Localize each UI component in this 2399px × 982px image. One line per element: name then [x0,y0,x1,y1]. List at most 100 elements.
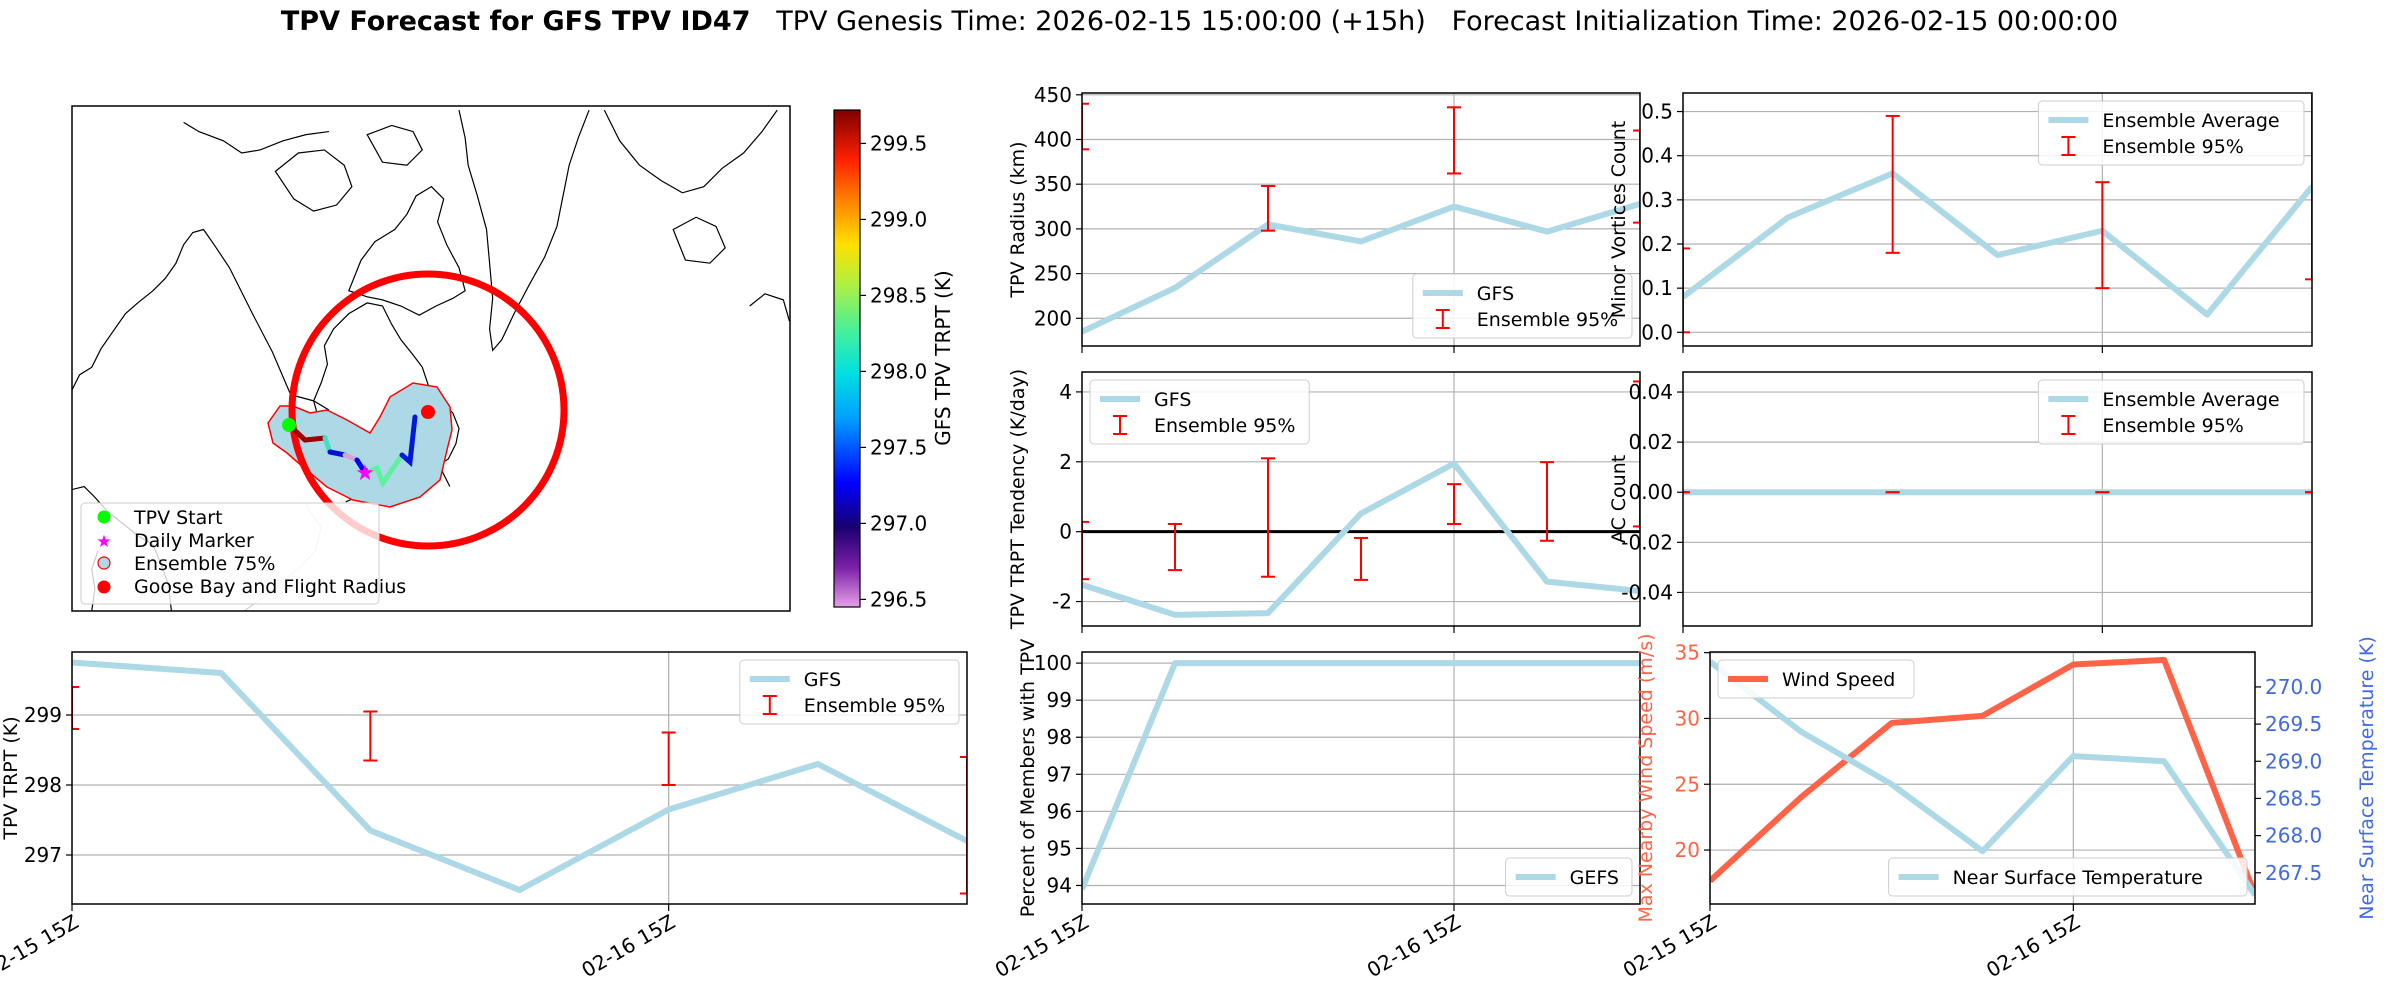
legend-label: GFS [1154,389,1191,411]
map-frame [71,105,791,612]
y-tick-label: 20 [1675,838,1700,862]
colorbar-tick-label: 296.5 [870,587,927,611]
y-axis-label: AC Count [1608,455,1630,543]
y2-axis-label: Near Surface Temperature (K) [2356,636,2378,920]
y-tick-label: 450 [1034,83,1072,107]
legend-label: Ensemble 75% [134,553,275,575]
series-line-gefs [1082,660,1640,891]
coastlines [72,110,790,610]
y-tick-label: 99 [1047,688,1072,712]
track-segment [399,414,418,468]
y-tick-label: 30 [1675,706,1700,730]
chart-tendency: -2 0 2 4 TPV TRPT Tendency (K/day) GFS Ensembl… [1007,369,1641,633]
chart-radius: 200 250 300 350 400 450 TPV Radius (km) GFS Ense… [1007,83,1641,353]
daily-marker-star: ★ [355,461,375,486]
legend-label: GEFS [1570,867,1619,889]
y-tick-label: 95 [1047,836,1072,860]
axes-frame [71,651,968,905]
plot-area [1082,652,1640,904]
y-tick-label: 200 [1034,306,1072,330]
y-tick-label: 35 [1675,641,1700,665]
green-dot-icon [97,510,111,524]
y2-tick-label: 268.0 [2265,824,2322,848]
figure-title: TPV Forecast for GFS TPV ID47 TPV Genesi… [0,6,2399,37]
chart-legend: GFS Ensemble 95% [1089,379,1310,445]
y-tick-label: 0.04 [1628,380,1673,404]
plot-area [1082,93,1640,346]
y-tick-label: 0.5 [1641,100,1673,124]
y-tick-label: 400 [1034,127,1072,151]
legend-errorbar-icon [762,695,777,715]
error-bar [1633,380,1640,528]
tpv-start-marker [282,418,296,432]
y-tick-label: 250 [1034,262,1072,286]
colorbar-tick-label: 297.0 [870,511,927,535]
chart-legend: Ensemble Average Ensemble 95% [2037,100,2305,166]
plot-area [1082,372,1640,626]
legend-label: Ensemble Average [2102,389,2279,411]
y-tick-label: 25 [1675,772,1700,796]
error-bar [661,731,676,786]
y-axis-label: TPV TRPT Tendency (K/day) [1007,369,1029,630]
colorbar-label: GFS TPV TRPT (K) [931,270,955,446]
y-tick-label: 350 [1034,172,1072,196]
track-map: ★ TPV Start ★ Daily Marker Ensemble 75% … [71,105,791,612]
y-tick-label: 297 [24,843,62,867]
error-bar [363,710,378,762]
chart-percent: 94 95 96 97 98 99 100 02-15 15Z 02-16 15Z Percent… [991,639,1641,982]
legend-label: Ensemble 95% [1477,309,1618,331]
error-bar [1683,247,1690,334]
error-bar [1261,184,1275,232]
legend-errorbar-icon [1113,415,1127,435]
colorbar-tick-label: 297.5 [870,435,927,459]
error-bar [1885,114,1900,254]
y-tick-label: 0.0 [1641,320,1673,344]
legend-errorbar-icon [2061,415,2076,435]
error-bar [2305,93,2312,281]
legend-label: Wind Speed [1782,669,1895,691]
colorbar-tick-label: 299.5 [870,131,927,155]
legend-label: Ensemble 95% [804,695,945,717]
y-tick-label: 0.4 [1641,144,1673,168]
y-tick-label: -0.04 [1621,580,1673,604]
y-axis-label: Percent of Members with TPV [1017,639,1039,917]
x-tick-label: 02-16 15Z [577,910,679,982]
axes-frame [1709,651,2256,905]
y-axis-label: TPV Radius (km) [1007,141,1029,298]
chart-ac: -0.04 -0.02 0.00 0.02 0.04 AC Count Ensemble A… [1608,371,2313,633]
y-tick-label: 97 [1047,762,1072,786]
legend-label: TPV Start [133,507,223,529]
y-tick-label: 299 [24,703,62,727]
legend-label: Daily Marker [134,530,254,552]
y-axis-label: Minor Vortices Count [1608,121,1630,318]
init-time: Forecast Initialization Time: 2026-02-15… [1451,6,2119,37]
error-bar [1168,522,1182,572]
y-tick-label: -0.02 [1621,530,1673,554]
chart-legend: Near Surface Temperature [1888,857,2248,897]
legend-errorbar-icon [1435,309,1450,329]
legend-label: Near Surface Temperature [1953,867,2203,889]
axes-frame [1081,92,1641,347]
lightblue-patch-icon [97,556,111,570]
y-tick-label: 4 [1059,380,1072,404]
legend-label: GFS [804,669,841,691]
track-segment [365,452,405,489]
error-bar [2095,181,2110,290]
error-bar [1082,102,1089,151]
chart-legend: Ensemble Average Ensemble 95% [2037,379,2305,445]
y-tick-label: 0 [1059,520,1072,544]
map-legend: TPV Start ★ Daily Marker Ensemble 75% Go… [80,502,406,605]
y-axis-label: Max Nearby Wind Speed (m/s) [1635,633,1657,922]
legend-label: Ensemble 95% [1154,415,1295,437]
legend-errorbar-icon [2061,136,2076,156]
y-tick-label: 0.2 [1641,232,1673,256]
y-axis-label: TPV TRPT (K) [0,716,22,840]
error-bar [1540,461,1554,542]
chart-minor: 0.0 0.1 0.2 0.3 0.4 0.5 Minor Vortices Count En… [1608,92,2313,353]
error-bar [1447,483,1461,525]
x-tick-label: 02-15 15Z [991,910,1093,982]
y-tick-label: 0.00 [1628,480,1673,504]
